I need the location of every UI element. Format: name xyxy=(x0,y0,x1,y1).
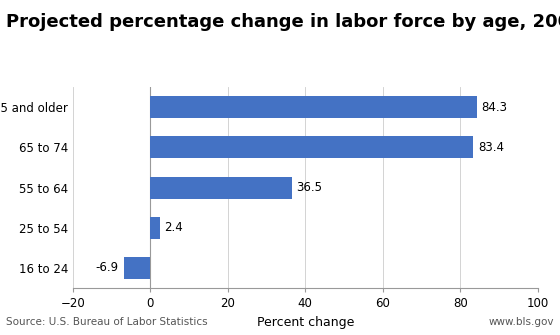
Text: Source: U.S. Bureau of Labor Statistics: Source: U.S. Bureau of Labor Statistics xyxy=(6,317,207,327)
Text: Projected percentage change in labor force by age, 2006-2016: Projected percentage change in labor for… xyxy=(6,13,560,31)
Bar xyxy=(150,217,160,239)
X-axis label: Percent change: Percent change xyxy=(256,316,354,329)
Text: 83.4: 83.4 xyxy=(478,141,504,154)
Text: 2.4: 2.4 xyxy=(164,221,183,234)
Bar xyxy=(124,257,150,279)
Text: -6.9: -6.9 xyxy=(96,261,119,274)
Text: 36.5: 36.5 xyxy=(296,181,323,194)
Bar xyxy=(150,177,292,199)
Text: 84.3: 84.3 xyxy=(482,101,507,114)
Bar xyxy=(150,96,477,118)
Text: www.bls.gov: www.bls.gov xyxy=(489,317,554,327)
Bar xyxy=(150,136,473,158)
